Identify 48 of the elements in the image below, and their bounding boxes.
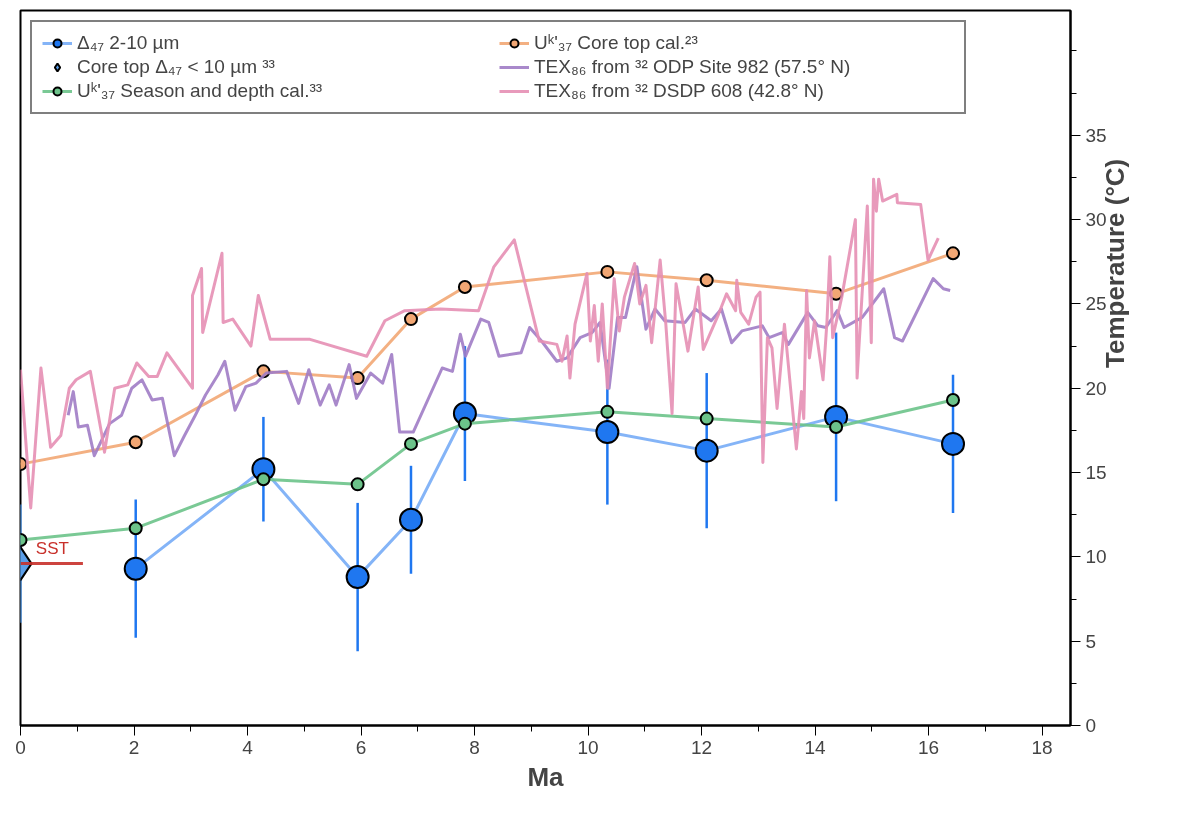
- point: [256, 472, 271, 487]
- point: [128, 435, 143, 450]
- point: [699, 273, 714, 288]
- point: [403, 436, 418, 451]
- point: [345, 565, 370, 590]
- point: [457, 416, 472, 431]
- x-axis-title: Ma: [527, 761, 565, 792]
- point: [600, 264, 615, 279]
- x-tick-label: 16: [918, 736, 940, 758]
- point: [946, 393, 961, 408]
- x-tick-label: 8: [469, 736, 480, 758]
- legend-label: Uᵏ'₃₇ Season and depth cal.³³: [77, 80, 324, 102]
- legend-label: TEX₈₆ from ³² ODP Site 982 (57.5° N): [534, 56, 852, 78]
- y-tick-label: 25: [1085, 293, 1107, 315]
- x-tick-label: 2: [128, 736, 140, 758]
- x-tick-label: 10: [577, 736, 599, 758]
- y-tick-label: 30: [1085, 209, 1107, 231]
- point: [600, 404, 615, 419]
- y-tick-label: 5: [1085, 630, 1097, 652]
- point: [694, 438, 719, 463]
- x-tick-label: 14: [804, 736, 827, 758]
- annotation: SST: [35, 538, 69, 558]
- x-tick-label: 0: [15, 736, 26, 758]
- point: [398, 507, 423, 532]
- point: [941, 431, 966, 456]
- point: [946, 246, 961, 261]
- y-tick-label: 35: [1085, 124, 1107, 146]
- legend-label: Δ₄₇ 2-10 µm: [77, 32, 181, 54]
- line-series: [20, 177, 940, 510]
- point: [829, 420, 844, 435]
- x-tick-label: 6: [355, 736, 367, 758]
- point: [403, 312, 418, 327]
- point: [123, 556, 148, 581]
- x-tick-label: 12: [691, 736, 713, 758]
- legend-label: Core top Δ₄₇ < 10 µm ³³: [77, 56, 276, 78]
- x-tick-label: 18: [1031, 736, 1053, 758]
- point: [457, 280, 472, 295]
- point: [595, 420, 620, 445]
- y-tick-label: 20: [1085, 377, 1107, 399]
- y-tick-label: 0: [1085, 715, 1097, 736]
- legend-label: TEX₈₆ from ³² DSDP 608 (42.8° N): [534, 80, 825, 102]
- point: [128, 521, 143, 536]
- y-tick-label: 10: [1085, 546, 1107, 568]
- point: [350, 477, 365, 492]
- legend-label: Uᵏ'₃₇ Core top cal.²³: [534, 32, 699, 54]
- y-tick-label: 15: [1085, 462, 1107, 484]
- x-tick-label: 4: [242, 736, 254, 758]
- point: [699, 411, 714, 426]
